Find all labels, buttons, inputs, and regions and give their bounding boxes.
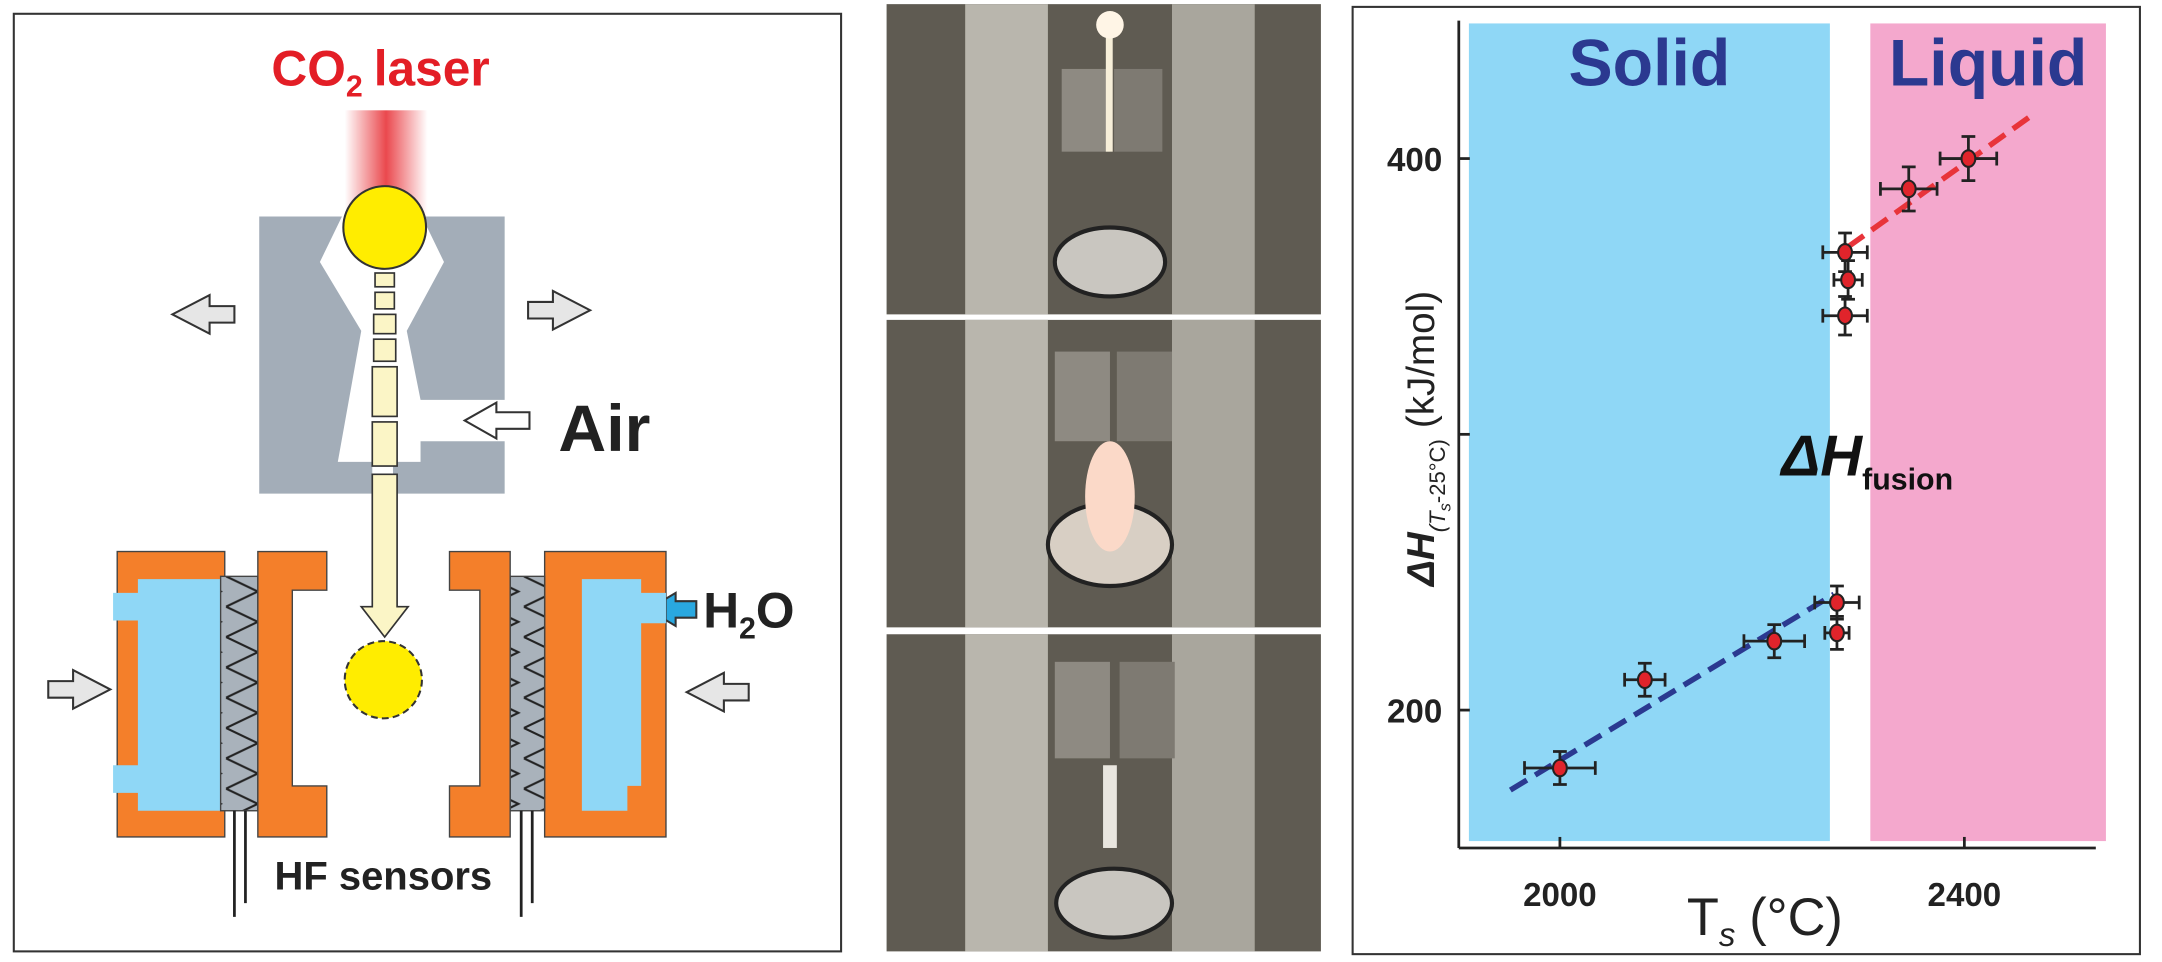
label-part: s: [1719, 917, 1736, 954]
jaw: [1119, 661, 1175, 759]
drop-step: [372, 338, 397, 363]
data-point: [1766, 631, 1783, 651]
block: [257, 550, 328, 838]
label-part: 2: [739, 612, 756, 645]
crucible: [1054, 866, 1175, 940]
drop-step: [372, 313, 397, 335]
data-point: [1840, 270, 1857, 290]
jaw: [1054, 661, 1110, 759]
x-tick-label: 2400: [1928, 877, 2002, 914]
drop-step: [374, 291, 396, 310]
label-part: laser: [374, 40, 490, 96]
data-point: [1837, 306, 1853, 326]
data-point: [1829, 593, 1845, 612]
water-label: H2O: [703, 582, 794, 645]
glow: [1105, 27, 1113, 152]
plate: [965, 319, 1048, 628]
sample: [342, 185, 428, 270]
arrow: [646, 591, 698, 628]
wire-rod: [1103, 765, 1117, 848]
y-tick-label: 400: [1387, 142, 1442, 179]
plate: [1172, 634, 1255, 952]
levitator-left: [259, 216, 373, 494]
arrows: [47, 289, 750, 714]
sensor-stack: [509, 575, 546, 812]
label-part: H: [703, 582, 739, 638]
fusion-annotation: ΔHfusion: [1779, 425, 1953, 497]
glow: [1085, 441, 1135, 552]
plate: [965, 4, 1048, 315]
drop-arrow: [359, 473, 410, 639]
arrow: [462, 400, 531, 441]
plate: [965, 634, 1048, 952]
sensor-wires: [233, 810, 534, 917]
arrow: [170, 293, 236, 336]
drop-step: [374, 272, 396, 288]
data-point: [1837, 243, 1853, 262]
sensor-label: HF sensors: [274, 854, 492, 898]
label-part: ΔH: [1400, 531, 1443, 588]
fit-line: [1846, 112, 2035, 250]
photo: [886, 319, 1321, 628]
label-part: ΔH: [1779, 425, 1863, 489]
photo: [886, 634, 1321, 952]
sample-dropped: [343, 640, 423, 720]
x-axis-label: Ts (°C): [1687, 889, 1843, 954]
arrow: [684, 671, 750, 714]
label-part: (kJ/mol): [1400, 291, 1443, 428]
sensor-stack: [219, 575, 259, 812]
jaw: [1114, 68, 1163, 152]
crucible: [1052, 225, 1168, 299]
label-part: O: [756, 582, 795, 638]
photos: [886, 4, 1321, 952]
data-point: [1551, 758, 1568, 778]
drop-path: [359, 272, 410, 639]
data-point: [1900, 179, 1917, 199]
coolant: [113, 579, 221, 811]
x-tick-label: 2000: [1523, 877, 1597, 914]
air-label: Air: [558, 392, 650, 466]
drop-step: [371, 421, 398, 467]
photo: [886, 4, 1321, 315]
phase-region: [1870, 23, 2106, 842]
laser-label: CO2 laser: [271, 40, 489, 103]
y-tick-label: 200: [1387, 693, 1442, 730]
jaw: [1061, 68, 1110, 152]
arrow: [527, 289, 593, 332]
arrow: [47, 668, 113, 711]
block: [448, 550, 511, 838]
plate: [1172, 319, 1255, 628]
calorimeter: [113, 550, 667, 917]
label-part: T: [1687, 889, 1719, 947]
label-part: -25°C): [1425, 439, 1450, 503]
label-part: s: [1436, 503, 1455, 511]
levitator-right: [392, 216, 505, 494]
data-point: [1829, 623, 1845, 643]
plate: [1172, 4, 1255, 315]
data-point: [1960, 149, 1977, 168]
y-axis-label: ΔH(Ts-25°C) (kJ/mol): [1400, 291, 1455, 588]
jaw: [1054, 351, 1110, 442]
label-part: (°C): [1749, 889, 1843, 947]
jaw: [1116, 351, 1173, 442]
label-part: 2: [346, 71, 363, 104]
glow: [1096, 11, 1124, 39]
label-part: CO: [271, 40, 345, 96]
coolant: [581, 579, 666, 811]
label-part: fusion: [1862, 463, 1953, 496]
phase-region: [1468, 23, 1830, 842]
schematic: CO2 laser Air: [12, 12, 843, 953]
fit-line: [1508, 591, 1836, 793]
data-point: [1636, 670, 1653, 690]
drop-step: [371, 365, 398, 418]
region-label: Solid: [1569, 26, 1731, 100]
label-part: (T: [1425, 510, 1450, 532]
region-label: Liquid: [1889, 26, 2087, 100]
